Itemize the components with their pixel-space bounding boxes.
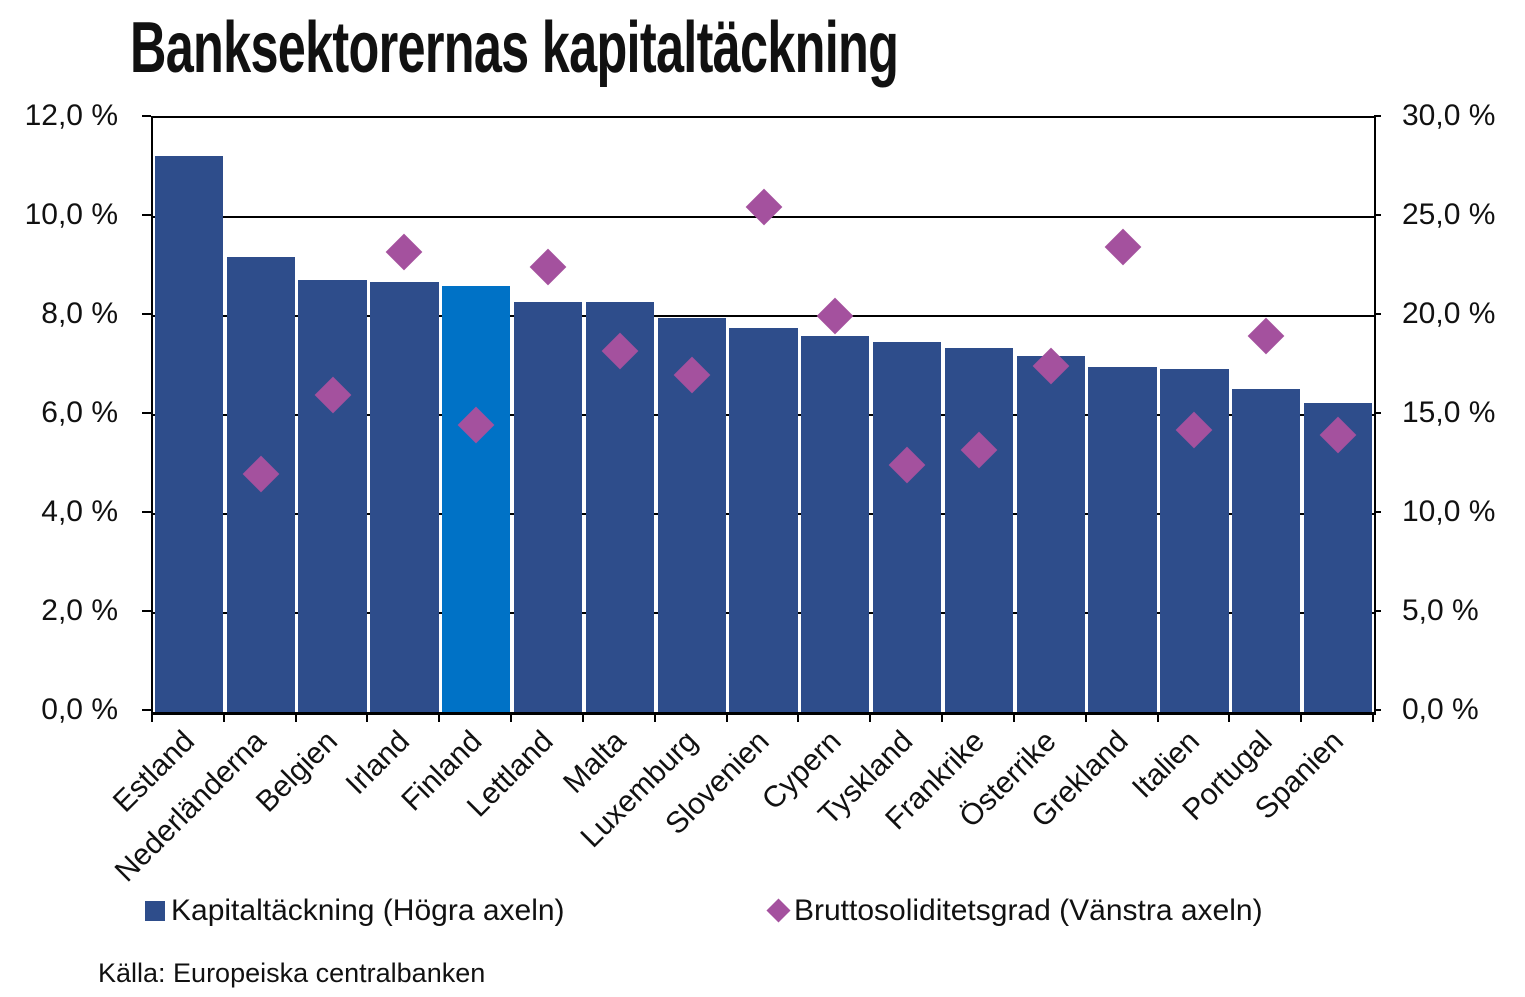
right-axis-tick-label: 10,0 % (1402, 495, 1496, 528)
x-axis-tick (151, 713, 153, 722)
bar-tyskland (872, 341, 942, 712)
right-axis-tick (1374, 511, 1381, 513)
bar-slovenien (729, 327, 798, 712)
left-axis-tick (142, 214, 151, 216)
chart-title: Banksektorernas kapitaltäckning (130, 8, 899, 88)
marker-lettland (529, 248, 567, 285)
legend-label-kapitaltackning: Kapitaltäckning (Högra axeln) (171, 894, 565, 927)
left-axis-tick-label: 2,0 % (41, 594, 118, 627)
left-axis-tick (142, 610, 151, 612)
bar-estland (154, 155, 224, 712)
marker-cypern (816, 297, 854, 335)
right-axis-tick-label: 30,0 % (1402, 99, 1496, 132)
left-axis-tick-label: 0,0 % (41, 693, 118, 726)
bar-osterrike (1016, 355, 1085, 712)
marker-portugal (1247, 317, 1285, 355)
left-axis-tick-label: 8,0 % (41, 297, 118, 330)
x-axis-tick (653, 713, 656, 722)
bar-grekland (1088, 367, 1157, 712)
x-axis-tick (725, 713, 728, 722)
bar-frankrike (944, 347, 1014, 712)
x-axis-tick (438, 713, 441, 722)
left-axis-tick (142, 115, 151, 117)
right-axis-tick (1374, 610, 1381, 612)
right-axis-tick-label: 25,0 % (1402, 198, 1496, 231)
plot-area (151, 116, 1376, 715)
x-axis-tick (1084, 713, 1087, 722)
right-axis-tick (1374, 709, 1381, 711)
right-axis-tick-label: 20,0 % (1402, 297, 1496, 330)
right-axis-tick (1374, 214, 1381, 216)
right-axis-tick-label: 0,0 % (1402, 693, 1479, 726)
x-label-belgien: Belgien (250, 724, 345, 819)
x-axis-tick (1156, 713, 1159, 722)
x-axis-tick (1300, 713, 1303, 722)
right-axis-tick (1374, 412, 1381, 414)
right-axis-tick (1374, 313, 1381, 315)
x-axis-tick (510, 713, 513, 722)
bar-portugal (1232, 389, 1301, 712)
bar-lettland (513, 302, 583, 712)
bar-finland (442, 286, 511, 712)
x-axis-tick (294, 713, 297, 722)
left-axis-tick (142, 313, 151, 315)
legend-label-bruttosoliditetsgrad: Bruttosoliditetsgrad (Vänstra axeln) (794, 894, 1263, 927)
legend: Kapitaltäckning (Högra axeln) Bruttosoli… (0, 893, 1525, 933)
bar-cypern (801, 335, 870, 712)
x-axis-tick (366, 713, 369, 722)
x-axis-tick (797, 713, 800, 722)
left-axis-tick-label: 10,0 % (24, 198, 118, 231)
x-axis-tick (1228, 713, 1231, 722)
bar-malta (585, 302, 654, 712)
left-axis-tick-label: 12,0 % (24, 99, 118, 132)
left-axis-tick (142, 709, 151, 711)
marker-irland (385, 233, 423, 271)
x-axis-tick (1372, 713, 1374, 722)
legend-bar-swatch (145, 901, 165, 921)
left-axis-tick-label: 4,0 % (41, 495, 118, 528)
legend-diamond-swatch (766, 898, 791, 923)
gridline (153, 315, 1374, 317)
x-axis-tick (581, 713, 584, 722)
right-axis-tick (1374, 115, 1381, 117)
x-axis-tick (941, 713, 944, 722)
right-axis-tick-label: 5,0 % (1402, 594, 1479, 627)
left-axis-tick (142, 511, 151, 513)
x-axis-tick (222, 713, 225, 722)
x-axis-tick (1012, 713, 1015, 722)
right-axis-tick-label: 15,0 % (1402, 396, 1496, 429)
bar-spanien (1303, 403, 1373, 712)
x-axis-tick (869, 713, 872, 722)
left-axis-tick (142, 412, 151, 414)
left-axis-tick-label: 6,0 % (41, 396, 118, 429)
bar-belgien (298, 280, 367, 712)
source-note: Källa: Europeiska centralbanken (98, 958, 486, 988)
marker-slovenien (745, 188, 782, 226)
bar-irland (370, 282, 439, 712)
marker-grekland (1104, 228, 1141, 266)
